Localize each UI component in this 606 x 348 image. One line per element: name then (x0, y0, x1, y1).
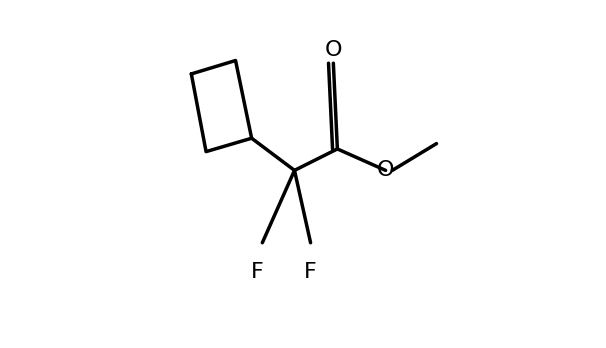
Text: F: F (251, 262, 264, 282)
Text: O: O (325, 40, 342, 60)
Text: F: F (304, 262, 317, 282)
Text: O: O (377, 160, 395, 180)
